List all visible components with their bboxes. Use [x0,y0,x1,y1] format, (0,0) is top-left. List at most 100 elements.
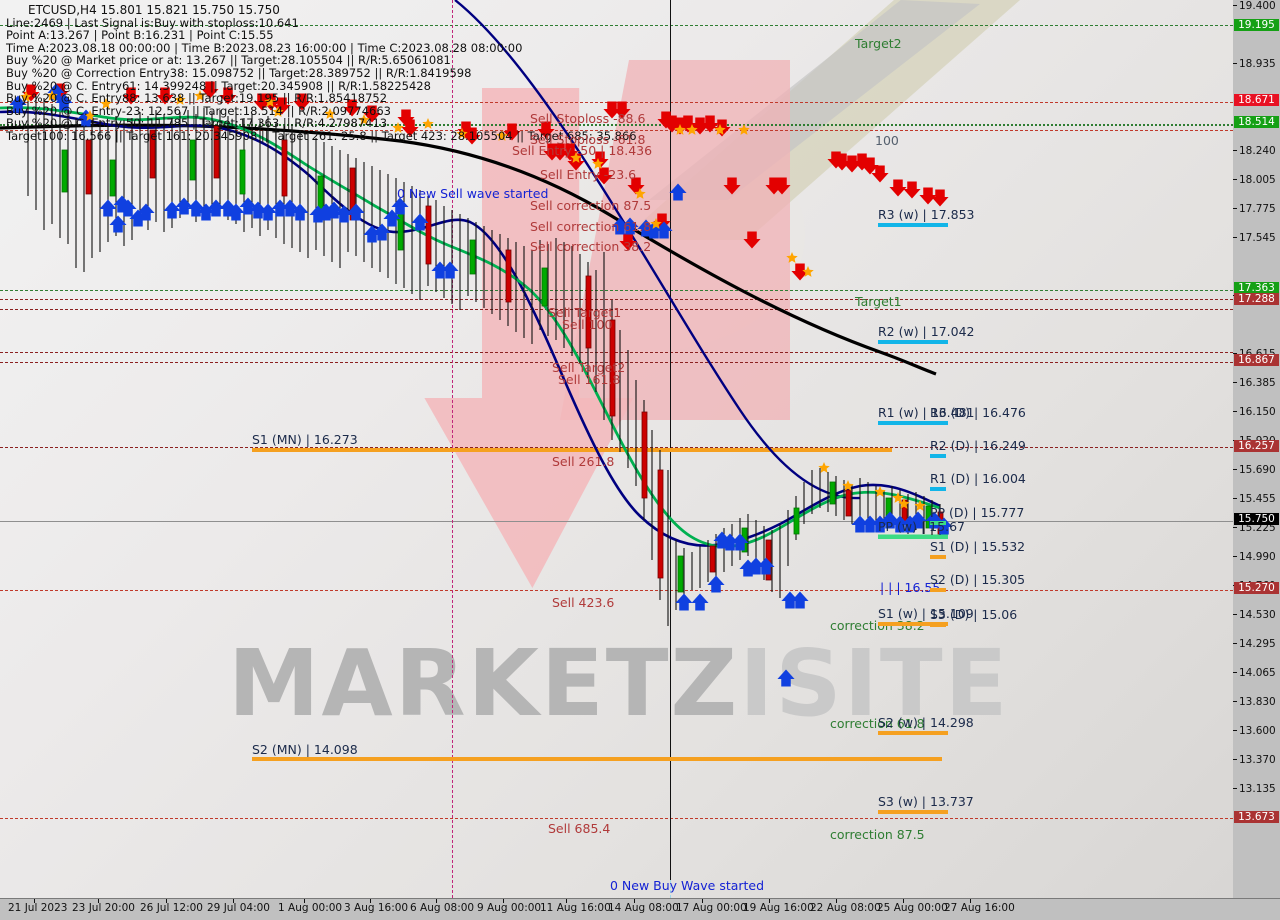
level-label: R3 (w) | 17.853 [878,207,975,222]
level-s3-w[interactable]: S3 (w) | 13.737 [878,794,974,814]
header-line-7: Buy %20 @ C. Entry88: 13.638 || Target:1… [6,91,388,106]
price-tick: 18.005 [1233,174,1280,186]
time-tick-label: 26 Jul 12:00 [140,902,203,914]
price-tick-label: 14.065 [1239,667,1276,679]
buy-arrow-icon [249,201,267,219]
price-tick-label: 18.935 [1239,58,1276,70]
level-marker-bar [878,731,948,735]
gridline-current-price [0,521,1233,522]
annotation-sell-2618: Sell 261.8 [552,454,615,469]
price-tick: 14.065 [1233,667,1280,679]
tick-mark [1233,411,1237,412]
buy-arrow-icon [909,511,927,529]
sell-arrow-icon [613,101,631,119]
star-marker-group [20,90,926,511]
price-axis[interactable]: 19.40018.93518.24018.00517.77517.54517.0… [1233,0,1280,898]
tick-mark [1233,701,1237,702]
tick-mark [1233,498,1237,499]
level-r2-w[interactable]: R2 (w) | 17.042 [878,324,974,344]
price-tick-label: 13.600 [1239,725,1276,737]
level-s1-mn[interactable]: S1 (MN) | 16.273 [252,432,358,447]
star-signal-icon [674,124,686,135]
level-label: PP (w) | 15.67 [878,519,965,534]
header-line-10: Target100: 16.566 || Target 161: 20.3459… [6,128,637,143]
annotation-sell-4236: Sell 423.6 [552,595,615,610]
header-line-8: Buy %20 @ C. Entry-23: 12.567 || Target:… [6,103,391,118]
gridline-sell-stoploss-618 [0,130,1233,131]
time-axis[interactable]: 21 Jul 2023 23 Jul 20:00 26 Jul 12:00 29 Ju… [0,898,1280,920]
level-s2-d[interactable]: S2 (D) | 15.305 [930,572,1025,592]
sell-arrow-icon [627,177,645,195]
tick-mark [1233,556,1237,557]
level-marker-bar [878,421,948,425]
level-pp-w[interactable]: PP (w) | 15.67 [878,519,965,539]
price-tick-label: 14.530 [1239,609,1276,621]
gridline-sell-target2 [0,352,1233,353]
level-s3-d[interactable]: S3 (D) | 15.06 [930,607,1017,627]
sell-arrow-icon [773,177,791,195]
price-tick: 13.600 [1233,725,1280,737]
time-tick-label: 1 Aug 00:00 [278,902,343,914]
buy-arrow-icon [747,557,765,575]
level-r1-w[interactable]: R1 (w) | 16.481 [878,405,974,425]
chart-plot-area[interactable]: MARKETZISITE [0,0,1234,899]
sell-arrow-icon [201,81,219,99]
annotation-target1: Target1 [855,294,902,309]
level-r1-d[interactable]: R1 (D) | 16.004 [930,471,1026,491]
level-s2-w[interactable]: S2 (w) | 14.298 [878,715,974,735]
annotation-target2: Target2 [855,36,902,51]
time-tick-label: 11 Aug 16:00 [540,902,611,914]
price-badge: 13.673 [1234,811,1279,823]
price-tick: 15.225 [1233,522,1280,534]
tick-mark [1233,63,1237,64]
level-label: S3 (D) | 15.06 [930,607,1018,622]
level-r3-d[interactable]: R3 (D) | 16.476 [930,405,1026,420]
sell-arrow-icon [919,187,937,205]
sell-arrow-icon [363,105,381,123]
header-line-0: ETCUSD,H4 15.801 15.821 15.750 15.750 [28,3,280,17]
level-marker-bar [878,340,948,344]
level-s1-d[interactable]: S1 (D) | 15.532 [930,539,1025,559]
price-tick: 17.775 [1233,203,1280,215]
price-tick-label: 17.545 [1239,232,1276,244]
pivot-line-s1-mn [252,448,892,452]
buy-arrow-icon [227,203,245,221]
price-badge: 17.363 [1234,282,1279,294]
price-tick-label: 13.135 [1239,783,1276,795]
sell-arrow-icon [595,167,613,185]
sell-arrow-icon [561,143,579,161]
level-s2-mn[interactable]: S2 (MN) | 14.098 [252,742,358,757]
level-s1-w[interactable]: S1 (w) | 15.109 [878,606,974,626]
level-r3-w[interactable]: R3 (w) | 17.853 [878,207,974,227]
star-signal-icon [194,90,206,101]
buy-arrow-icon [119,199,137,217]
price-tick: 18.240 [1233,145,1280,157]
level-pp-d[interactable]: PP (D) | 15.777 [930,505,1024,525]
sell-arrow-group [22,81,949,281]
buy-arrow-icon [137,203,155,221]
buy-arrow-icon [731,533,749,551]
sell-arrow-icon [591,151,609,169]
price-tick-label: 15.225 [1239,522,1276,534]
level-r2-d[interactable]: R2 (D) | 16.249 [930,438,1026,458]
gridline-target1 [0,290,1233,291]
buy-arrow-icon [871,515,889,533]
header-line-2: Point A:13.267 | Point B:16.231 | Point … [6,28,274,43]
sell-arrow-icon [457,121,475,139]
star-signal-icon [714,124,726,135]
time-tick-mark [304,899,305,903]
time-tick-mark [436,899,437,903]
price-tick: 16.385 [1233,377,1280,389]
time-tick-label: 21 Jul 2023 [8,902,68,914]
buy-arrow-icon [129,209,147,227]
buy-arrow-icon [175,197,193,215]
header-line-9: Buy %20 @ C. Entry-50: 11.785 | Target:1… [6,116,388,131]
star-signal-icon [358,114,370,125]
time-tick-mark [503,899,504,903]
buy-arrow-icon [271,199,289,217]
buy-arrow-icon [347,203,365,221]
buy-arrow-icon [891,515,909,533]
star-signal-icon [272,106,284,117]
time-tick-mark [836,899,837,903]
sell-arrow-icon [653,213,671,231]
